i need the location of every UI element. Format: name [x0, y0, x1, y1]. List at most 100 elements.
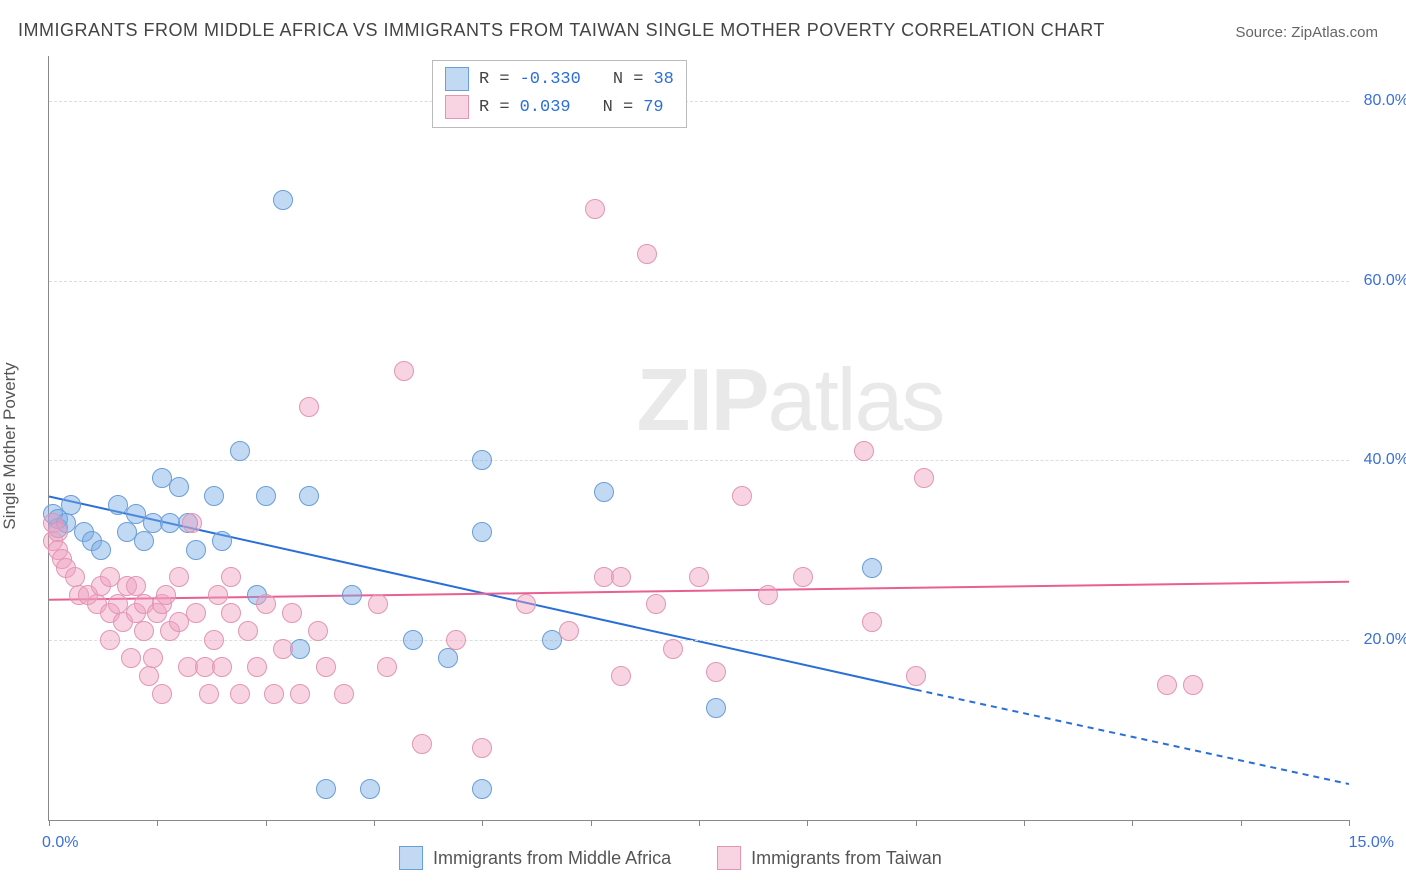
y-tick-label: 60.0%: [1355, 272, 1406, 290]
data-point: [516, 594, 536, 614]
data-point: [403, 630, 423, 650]
data-point: [204, 486, 224, 506]
y-axis-label: Single Mother Poverty: [0, 362, 20, 529]
data-point: [472, 450, 492, 470]
data-point: [906, 666, 926, 686]
data-point: [585, 199, 605, 219]
data-point: [100, 630, 120, 650]
data-point: [1183, 675, 1203, 695]
legend-swatch-0: [399, 846, 423, 870]
x-tick: [374, 820, 375, 826]
data-point: [208, 585, 228, 605]
legend-item-1: Immigrants from Taiwan: [717, 846, 942, 870]
gridline: [49, 281, 1349, 282]
data-point: [334, 684, 354, 704]
data-point: [637, 244, 657, 264]
data-point: [1157, 675, 1177, 695]
data-point: [472, 738, 492, 758]
data-point: [152, 684, 172, 704]
data-point: [256, 594, 276, 614]
data-point: [256, 486, 276, 506]
x-tick: [1132, 820, 1133, 826]
data-point: [360, 779, 380, 799]
x-tick: [482, 820, 483, 826]
data-point: [169, 567, 189, 587]
data-point: [134, 531, 154, 551]
data-point: [862, 612, 882, 632]
source-attribution: Source: ZipAtlas.com: [1235, 24, 1378, 41]
stats-row-series-1: R = 0.039 N = 79: [445, 93, 674, 121]
data-point: [308, 621, 328, 641]
stats-row-series-0: R = -0.330 N = 38: [445, 65, 674, 93]
data-point: [914, 468, 934, 488]
legend: Immigrants from Middle Africa Immigrants…: [399, 846, 942, 870]
data-point: [169, 477, 189, 497]
swatch-series-1: [445, 95, 469, 119]
watermark: ZIPatlas: [637, 349, 944, 451]
data-point: [230, 441, 250, 461]
data-point: [706, 698, 726, 718]
legend-item-0: Immigrants from Middle Africa: [399, 846, 671, 870]
data-point: [663, 639, 683, 659]
data-point: [472, 522, 492, 542]
x-tick: [699, 820, 700, 826]
data-point: [273, 190, 293, 210]
data-point: [611, 666, 631, 686]
scatter-plot-area: ZIPatlas 20.0%40.0%60.0%80.0%: [48, 56, 1349, 821]
legend-label-0: Immigrants from Middle Africa: [433, 848, 671, 869]
data-point: [199, 684, 219, 704]
data-point: [61, 495, 81, 515]
data-point: [121, 648, 141, 668]
data-point: [594, 482, 614, 502]
data-point: [139, 666, 159, 686]
gridline: [49, 101, 1349, 102]
gridline: [49, 460, 1349, 461]
y-tick-label: 80.0%: [1355, 92, 1406, 110]
data-point: [438, 648, 458, 668]
data-point: [290, 639, 310, 659]
x-tick: [1024, 820, 1025, 826]
legend-label-1: Immigrants from Taiwan: [751, 848, 942, 869]
data-point: [299, 397, 319, 417]
data-point: [65, 567, 85, 587]
data-point: [412, 734, 432, 754]
x-tick: [1241, 820, 1242, 826]
y-tick-label: 20.0%: [1355, 631, 1406, 649]
x-tick: [591, 820, 592, 826]
data-point: [204, 630, 224, 650]
data-point: [282, 603, 302, 623]
data-point: [377, 657, 397, 677]
x-axis-min-label: 0.0%: [42, 834, 78, 852]
data-point: [126, 576, 146, 596]
swatch-series-0: [445, 67, 469, 91]
data-point: [221, 603, 241, 623]
chart-title: IMMIGRANTS FROM MIDDLE AFRICA VS IMMIGRA…: [18, 20, 1105, 41]
data-point: [264, 684, 284, 704]
data-point: [156, 585, 176, 605]
data-point: [316, 657, 336, 677]
data-point: [394, 361, 414, 381]
data-point: [368, 594, 388, 614]
data-point: [134, 621, 154, 641]
data-point: [221, 567, 241, 587]
data-point: [342, 585, 362, 605]
data-point: [646, 594, 666, 614]
trend-lines-layer: [49, 56, 1349, 820]
data-point: [316, 779, 336, 799]
data-point: [186, 540, 206, 560]
data-point: [689, 567, 709, 587]
data-point: [446, 630, 466, 650]
x-tick: [49, 820, 50, 826]
correlation-stats-box: R = -0.330 N = 38 R = 0.039 N = 79: [432, 60, 687, 128]
data-point: [186, 603, 206, 623]
data-point: [299, 486, 319, 506]
data-point: [559, 621, 579, 641]
data-point: [793, 567, 813, 587]
data-point: [143, 648, 163, 668]
data-point: [91, 540, 111, 560]
data-point: [212, 531, 232, 551]
legend-swatch-1: [717, 846, 741, 870]
x-tick: [807, 820, 808, 826]
r-value-1: 0.039: [520, 98, 571, 117]
data-point: [732, 486, 752, 506]
